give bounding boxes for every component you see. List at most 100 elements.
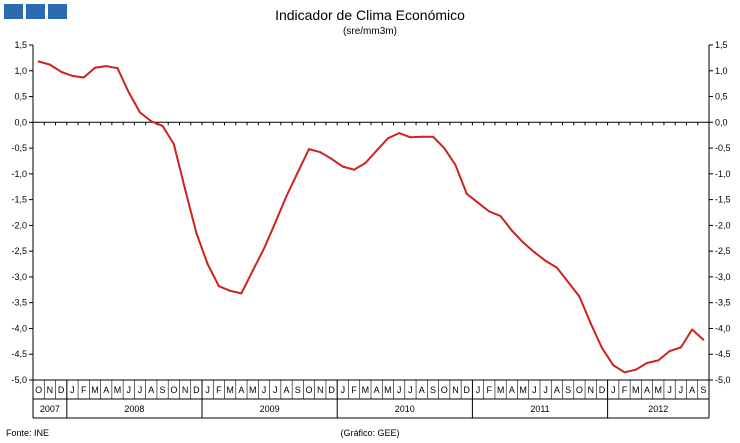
month-label: A bbox=[283, 385, 289, 395]
data-point bbox=[634, 368, 637, 371]
y-tick-label-right: -1,0 bbox=[715, 169, 731, 179]
source-note: Fonte: INE bbox=[6, 428, 50, 438]
data-point bbox=[578, 295, 581, 298]
year-label: 2010 bbox=[395, 404, 415, 414]
year-label: 2008 bbox=[124, 404, 144, 414]
month-label: J bbox=[611, 385, 616, 395]
month-label: A bbox=[103, 385, 109, 395]
data-point bbox=[262, 247, 265, 250]
data-point bbox=[93, 66, 96, 69]
year-label: 2007 bbox=[40, 404, 60, 414]
month-label: N bbox=[452, 385, 459, 395]
data-point bbox=[465, 192, 468, 195]
month-label: A bbox=[148, 385, 154, 395]
month-label: N bbox=[317, 385, 324, 395]
data-point bbox=[702, 338, 705, 341]
y-tick-label-left: 1,5 bbox=[14, 40, 27, 50]
month-label: N bbox=[587, 385, 594, 395]
y-tick-label-left: -1,0 bbox=[11, 169, 27, 179]
data-point bbox=[37, 60, 40, 63]
data-point bbox=[499, 215, 502, 218]
month-label: N bbox=[47, 385, 54, 395]
y-tick-label-right: -0,5 bbox=[715, 143, 731, 153]
data-point bbox=[172, 142, 175, 145]
data-point bbox=[668, 350, 671, 353]
year-label: 2011 bbox=[530, 404, 549, 414]
month-label: O bbox=[35, 385, 42, 395]
y-tick-label-left: -3,0 bbox=[11, 272, 27, 282]
chart-title: Indicador de Clima Económico bbox=[275, 7, 465, 23]
y-tick-label-left: 1,0 bbox=[14, 66, 27, 76]
year-label: 2009 bbox=[260, 404, 280, 414]
data-point bbox=[251, 269, 254, 272]
data-point bbox=[296, 171, 299, 174]
y-tick-label-right: 1,0 bbox=[715, 66, 728, 76]
y-tick-label-left: -1,5 bbox=[11, 195, 27, 205]
logo-block-2 bbox=[26, 4, 45, 19]
y-tick-label-left: -2,0 bbox=[11, 220, 27, 230]
y-tick-label-right: -5,0 bbox=[715, 375, 731, 385]
y-tick-label-right: -4,0 bbox=[715, 323, 731, 333]
data-point bbox=[184, 188, 187, 191]
data-point bbox=[217, 285, 220, 288]
y-tick-label-left: -0,5 bbox=[11, 143, 27, 153]
month-label: F bbox=[351, 385, 357, 395]
data-point bbox=[341, 165, 344, 168]
data-point bbox=[477, 201, 480, 204]
month-label: S bbox=[430, 385, 436, 395]
month-label: A bbox=[689, 385, 695, 395]
month-label: D bbox=[193, 385, 200, 395]
month-label: M bbox=[655, 385, 663, 395]
y-tick-label-right: -3,0 bbox=[715, 272, 731, 282]
data-point bbox=[330, 157, 333, 160]
y-tick-label-right: -2,0 bbox=[715, 220, 731, 230]
data-point bbox=[353, 168, 356, 171]
data-point bbox=[657, 359, 660, 362]
data-point bbox=[195, 232, 198, 235]
month-label: D bbox=[328, 385, 335, 395]
data-point bbox=[691, 328, 694, 331]
month-label: M bbox=[226, 385, 234, 395]
data-point bbox=[612, 364, 615, 367]
y-tick-label-right: 0,5 bbox=[715, 92, 728, 102]
month-label: J bbox=[70, 385, 75, 395]
y-tick-label-left: 0,0 bbox=[14, 117, 27, 127]
month-label: J bbox=[397, 385, 402, 395]
month-label: J bbox=[127, 385, 132, 395]
month-label: O bbox=[306, 385, 313, 395]
month-label: M bbox=[362, 385, 370, 395]
data-point bbox=[420, 135, 423, 138]
month-label: A bbox=[554, 385, 560, 395]
data-point bbox=[409, 136, 412, 139]
data-point bbox=[488, 210, 491, 213]
logo-block-3 bbox=[48, 4, 67, 19]
data-point bbox=[555, 266, 558, 269]
data-point bbox=[431, 135, 434, 138]
month-label: S bbox=[295, 385, 301, 395]
month-label: M bbox=[632, 385, 640, 395]
logo-block-1 bbox=[4, 4, 23, 19]
data-point bbox=[48, 63, 51, 66]
data-point bbox=[386, 137, 389, 140]
month-label: M bbox=[249, 385, 257, 395]
y-tick-label-left: -3,5 bbox=[11, 298, 27, 308]
data-point bbox=[308, 148, 311, 151]
month-label: F bbox=[81, 385, 87, 395]
data-point bbox=[105, 65, 108, 68]
data-point bbox=[510, 229, 513, 232]
data-point bbox=[443, 147, 446, 150]
data-point bbox=[116, 67, 119, 70]
month-label: J bbox=[341, 385, 346, 395]
month-label: S bbox=[700, 385, 706, 395]
data-point bbox=[240, 292, 243, 295]
month-label: S bbox=[565, 385, 571, 395]
month-label: A bbox=[644, 385, 650, 395]
data-point bbox=[139, 111, 142, 114]
month-label: F bbox=[216, 385, 222, 395]
logo bbox=[4, 4, 67, 19]
data-point bbox=[82, 76, 85, 79]
y-tick-label-right: 1,5 bbox=[715, 40, 728, 50]
month-label: J bbox=[273, 385, 278, 395]
month-label: J bbox=[543, 385, 548, 395]
